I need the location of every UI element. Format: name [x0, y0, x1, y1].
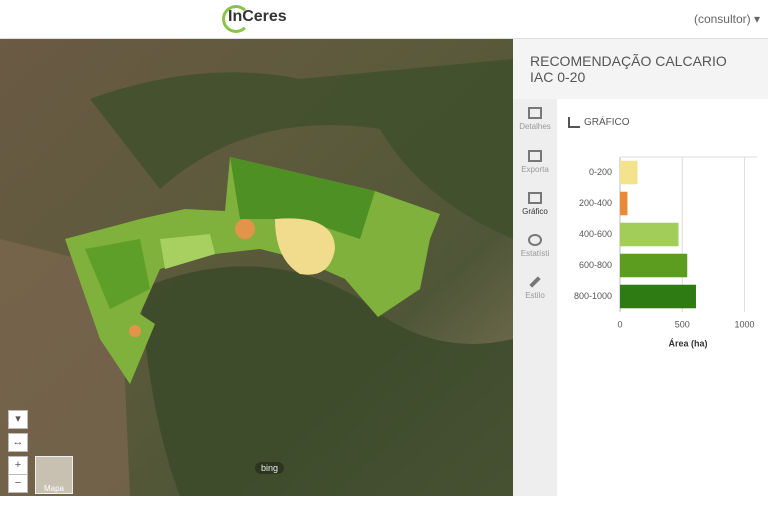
section-icon	[568, 117, 580, 128]
bar	[620, 160, 638, 185]
bar	[620, 191, 628, 216]
compass-button[interactable]: ▾	[8, 410, 28, 429]
user-menu[interactable]: (consultor) ▾	[693, 12, 760, 26]
attribution: bing	[255, 462, 285, 474]
tab-label[interactable]: Detalhes	[519, 122, 551, 131]
tab[interactable]: Gráfico	[513, 192, 557, 216]
y-tick-label: 0-200	[589, 167, 612, 177]
layer-label[interactable]: Mapa	[43, 484, 64, 493]
x-tick-label: 1000	[735, 319, 755, 329]
tab[interactable]: Estilo	[513, 276, 557, 300]
y-tick-label: 800-1000	[574, 291, 612, 301]
y-tick-label: 400-600	[579, 229, 612, 239]
section-title: GRÁFICO	[584, 117, 630, 128]
tab-bar	[513, 99, 557, 496]
chart: Área (ha) 0 500 1000 0-200 200-400 400-600 600…	[574, 156, 757, 348]
fit-button[interactable]: ↔	[8, 433, 28, 452]
tab-label[interactable]: Estatísti	[520, 249, 550, 258]
zoom-in[interactable]: +	[8, 456, 28, 475]
header	[0, 0, 768, 39]
tab[interactable]: Detalhes	[513, 107, 557, 131]
page: InCeres (consultor) ▾ ▾ ↔ + − Mapa bing …	[0, 0, 768, 496]
layer-button[interactable]: Mapa	[35, 456, 73, 494]
y-tick-label: 200-400	[579, 198, 612, 208]
tab[interactable]: Estatísti	[513, 234, 557, 258]
tab[interactable]: Exporta	[513, 150, 557, 174]
panel-title: RECOMENDAÇÃO CALCARIO IAC 0-20	[530, 53, 727, 85]
zoom-out[interactable]: −	[8, 474, 28, 493]
user-name[interactable]: (consultor)	[693, 12, 751, 26]
logo[interactable]: InCeres	[228, 8, 287, 25]
tab-label[interactable]: Gráfico	[522, 207, 548, 216]
bar	[620, 253, 688, 278]
bar	[620, 222, 679, 247]
x-tick-label: 500	[675, 319, 690, 329]
map[interactable]	[0, 39, 513, 496]
tab-label[interactable]: Estilo	[525, 291, 545, 300]
bar	[620, 284, 696, 309]
y-tick-label: 600-800	[579, 260, 612, 270]
x-axis-label: Área (ha)	[668, 338, 707, 348]
tab-label[interactable]: Exporta	[521, 165, 549, 174]
logo-icon	[222, 5, 250, 33]
panel-header	[513, 39, 768, 99]
x-tick-label: 0	[617, 319, 622, 329]
